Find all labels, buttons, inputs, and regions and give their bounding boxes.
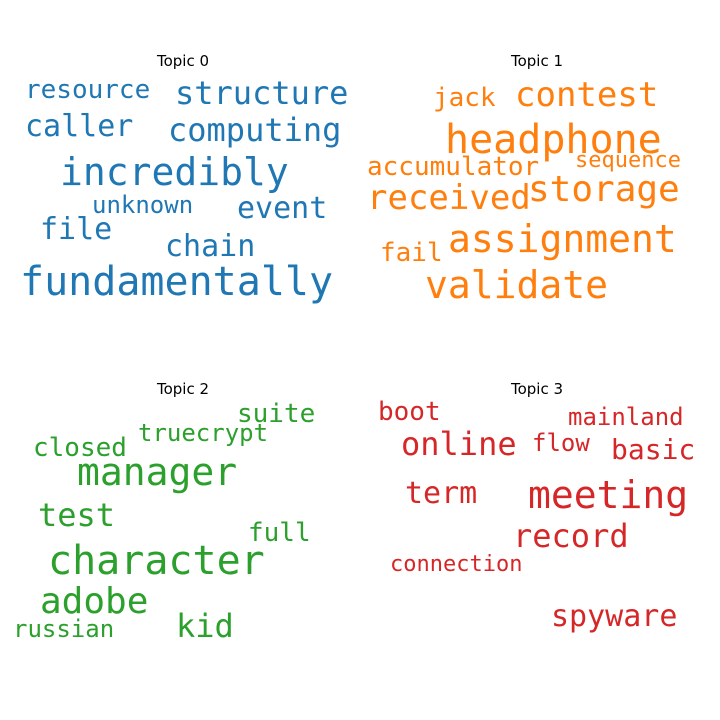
topic-2-title: Topic 2 [156, 380, 209, 398]
topic-0-word-caller: caller [25, 109, 133, 144]
topic-3-cloud: boot mainland online flow basic term meetingre… [378, 397, 695, 634]
topic-1-word-assignment: assignment [448, 217, 677, 261]
topic-2-word-russian: russian [13, 615, 114, 643]
topic-3-word-spyware: spyware [551, 599, 677, 634]
topic-2-word-suite: suite [237, 399, 315, 429]
topic-0-word-chain: chain [165, 229, 255, 264]
topic-0-word-fundamentally: fundamentally [20, 259, 333, 305]
topic-3-word-mainland: mainland [568, 403, 684, 431]
topic-0-word-incredibly: incredibly [60, 150, 289, 194]
topic-0-word-unknown: unknown [92, 191, 193, 219]
topic-2-word-kid: kid [176, 607, 234, 645]
topic-2-word-character: character [48, 538, 265, 584]
topic-0-word-file: file [40, 212, 112, 247]
topic-3-word-connection: connection [390, 552, 522, 577]
topic-2-word-test: test [38, 496, 115, 534]
topic-3-title: Topic 3 [510, 380, 563, 398]
topic-0-word-event: event [237, 191, 327, 226]
topic-1-word-validate: validate [425, 263, 608, 307]
topic-1-word-headphone: headphone [445, 117, 662, 163]
topic-0-cloud: resource structure caller computingincredib… [20, 74, 348, 305]
topic-3-word-meeting: meeting [528, 473, 688, 517]
topic-2-word-manager: manager [77, 450, 237, 494]
topic-1-word-sequence: sequence [575, 148, 681, 173]
topic-2-word-truecrypt: truecrypt [138, 419, 268, 447]
topic-3-word-boot: boot [378, 397, 441, 427]
topic-1-title: Topic 1 [510, 52, 563, 70]
topic-0-word-computing: computing [168, 111, 341, 149]
topic-1-word-contest: contest [515, 75, 658, 115]
topic-3-word-record: record [513, 517, 629, 555]
topic-0-word-structure: structure [175, 74, 348, 112]
topic-3-word-basic: basic [611, 433, 695, 466]
topic-1-word-accumulator: accumulator [367, 152, 539, 182]
topic-0-title: Topic 0 [156, 52, 209, 70]
topic-1-word-storage: storage [528, 169, 680, 210]
topic-3-word-flow: flow [532, 429, 590, 457]
topic-2-word-adobe: adobe [40, 581, 148, 622]
topic-1-word-jack: jack [433, 83, 496, 113]
topic-2-word-full: full [248, 518, 311, 548]
topic-3-word-online: online [401, 425, 517, 463]
topic-0-word-resource: resource [25, 75, 150, 105]
topic-1-word-received: received [367, 178, 531, 218]
topic-1-word-fail: fail [380, 238, 443, 268]
topic-2-word-closed: closed [33, 433, 127, 463]
topic-3-word-term: term [405, 476, 477, 511]
